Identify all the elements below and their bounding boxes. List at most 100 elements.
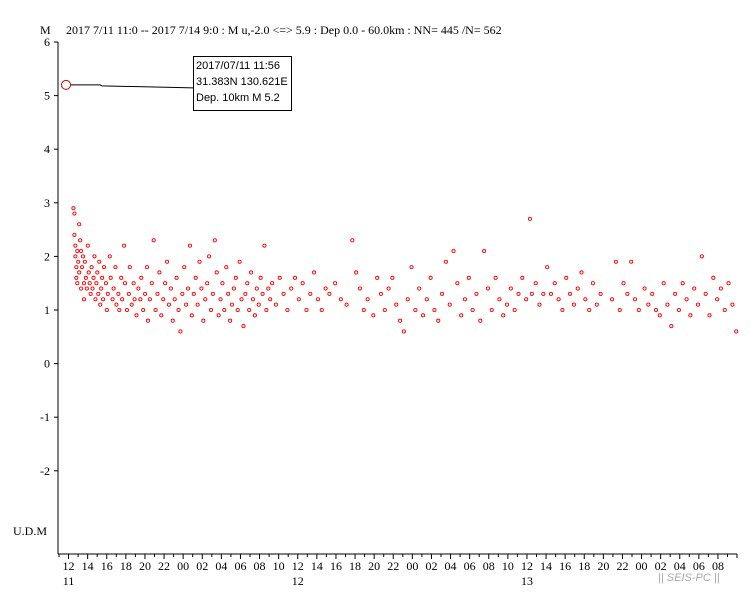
data-point xyxy=(482,248,487,254)
data-point xyxy=(466,275,471,280)
data-point xyxy=(187,243,193,248)
data-point xyxy=(97,259,102,264)
data-point xyxy=(180,291,185,296)
data-point xyxy=(583,297,588,302)
data-point xyxy=(459,313,464,318)
info-coordinates: 31.383N 130.621E xyxy=(196,76,288,88)
data-point xyxy=(147,297,152,302)
data-point xyxy=(436,318,441,323)
data-point xyxy=(95,270,100,275)
data-point xyxy=(228,318,233,323)
data-point xyxy=(718,286,724,291)
data-point xyxy=(101,297,106,302)
data-point xyxy=(178,329,183,334)
data-point xyxy=(163,281,168,286)
x-tick-label: 12 xyxy=(292,559,304,573)
data-point xyxy=(184,302,189,307)
data-point xyxy=(117,307,122,313)
data-point xyxy=(201,318,206,323)
data-point xyxy=(432,307,437,313)
data-point xyxy=(260,291,265,296)
data-point xyxy=(405,297,410,302)
data-point xyxy=(594,302,599,307)
x-tick-label: 18 xyxy=(349,559,361,573)
data-point xyxy=(447,302,452,307)
data-point xyxy=(107,254,112,259)
data-point xyxy=(653,307,659,313)
data-point xyxy=(428,275,433,280)
data-point xyxy=(529,291,534,296)
data-point xyxy=(191,291,196,296)
data-point xyxy=(174,275,179,280)
data-point xyxy=(124,307,129,313)
data-point xyxy=(285,307,290,313)
data-point xyxy=(382,307,387,313)
data-point xyxy=(711,275,716,280)
data-point xyxy=(208,307,214,313)
x-tick-label: 16 xyxy=(559,559,571,573)
info-datetime: 2017/07/11 11:56 xyxy=(196,60,281,72)
data-point xyxy=(231,286,236,291)
y-tick-label: 2 xyxy=(44,249,50,263)
x-tick-label: 20 xyxy=(597,559,609,573)
data-point xyxy=(249,270,254,275)
mainshock-info-box: 2017/07/11 11:56 31.383N 130.621E Dep. 1… xyxy=(193,56,292,111)
data-point xyxy=(568,291,573,296)
data-point xyxy=(189,313,194,318)
data-point xyxy=(127,265,132,270)
data-point xyxy=(632,297,638,302)
data-point xyxy=(398,318,403,323)
data-point xyxy=(83,275,88,280)
data-point xyxy=(520,275,525,280)
data-point xyxy=(533,281,538,286)
data-point xyxy=(722,307,727,313)
x-tick-label: 14 xyxy=(540,559,552,573)
data-point xyxy=(157,270,162,275)
data-point xyxy=(598,291,603,296)
data-point xyxy=(684,297,689,302)
data-point xyxy=(74,275,79,280)
x-tick-label: 14 xyxy=(82,559,94,573)
y-tick-label: 6 xyxy=(44,35,50,49)
data-point xyxy=(537,302,542,307)
data-point xyxy=(268,297,273,302)
data-point xyxy=(80,254,86,259)
x-tick-label: 02 xyxy=(425,559,437,573)
data-point xyxy=(699,254,704,259)
x-tick-label: 12 xyxy=(63,559,75,573)
data-point xyxy=(132,297,137,302)
x-tick-label: 16 xyxy=(330,559,342,573)
data-point xyxy=(734,329,739,334)
x-tick-label: 16 xyxy=(101,559,113,573)
mainshock-highlight xyxy=(61,79,194,90)
y-tick-label: 0 xyxy=(44,357,50,371)
data-point xyxy=(357,286,363,291)
data-point xyxy=(512,307,517,313)
data-point xyxy=(164,259,170,264)
x-tick-label: 04 xyxy=(215,559,227,573)
data-point xyxy=(560,307,565,313)
data-point xyxy=(237,259,242,264)
data-point xyxy=(77,270,82,275)
data-point xyxy=(617,307,622,313)
data-point xyxy=(80,265,85,270)
data-point xyxy=(613,259,618,264)
data-point xyxy=(166,302,172,307)
data-point xyxy=(86,270,91,275)
data-point xyxy=(153,307,158,313)
data-point xyxy=(104,307,109,313)
data-point xyxy=(440,291,445,296)
data-point xyxy=(120,297,125,302)
data-point xyxy=(77,222,82,227)
data-point xyxy=(270,281,275,286)
data-point xyxy=(273,302,278,307)
data-point xyxy=(197,259,202,264)
data-point xyxy=(262,243,267,248)
data-point xyxy=(75,248,80,254)
data-point xyxy=(266,286,271,291)
data-point xyxy=(168,286,173,291)
data-point xyxy=(113,265,118,270)
data-point xyxy=(501,313,506,318)
data-point xyxy=(116,291,121,296)
